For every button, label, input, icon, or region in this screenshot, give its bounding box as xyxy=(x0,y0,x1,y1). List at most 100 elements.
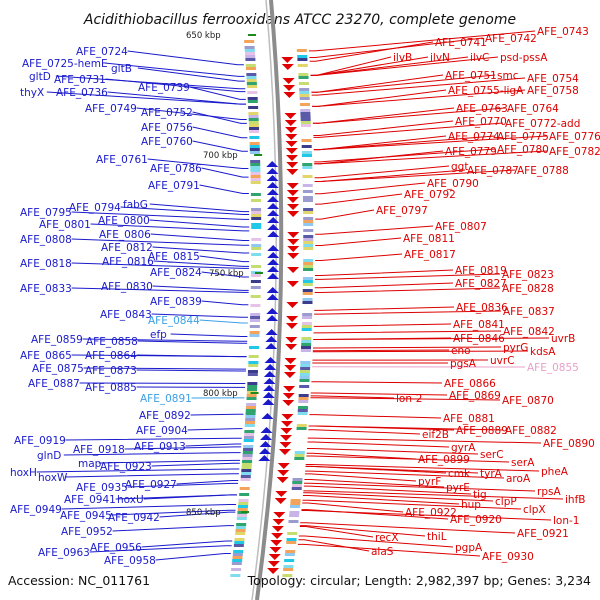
left-feature-block xyxy=(245,415,256,418)
left-feature-block xyxy=(245,67,256,70)
left-feature-block xyxy=(250,199,261,202)
left-gene-label: AFE_0833 xyxy=(20,283,72,295)
forward-gene-arrow xyxy=(263,378,276,384)
left-leader-line xyxy=(137,340,248,344)
left-feature-block xyxy=(242,457,253,460)
left-feature-block xyxy=(249,127,260,130)
right-gene-label: psd-pssA xyxy=(500,52,548,64)
right-gene-label: serC xyxy=(480,449,504,461)
forward-gene-arrow xyxy=(267,245,280,251)
left-feature-block xyxy=(250,172,261,175)
right-leader-line xyxy=(309,41,434,62)
forward-gene-arrow xyxy=(263,385,276,391)
right-gene-label: AFE_0855 xyxy=(527,362,579,374)
left-feature-block xyxy=(250,193,261,196)
forward-gene-arrow xyxy=(266,182,279,188)
right-leader-line xyxy=(312,89,526,107)
left-feature-block xyxy=(248,355,259,358)
left-leader-line xyxy=(36,468,240,473)
left-feature-block xyxy=(248,106,259,109)
left-feature-block xyxy=(251,253,262,256)
left-leader-line xyxy=(201,167,249,178)
right-leader-line xyxy=(310,395,395,399)
right-feature-block xyxy=(297,64,308,67)
right-gene-label: AFE_0774 xyxy=(448,131,500,143)
right-gene-label: uvrC xyxy=(490,355,515,367)
forward-gene-arrow xyxy=(267,259,280,265)
reverse-gene-arrow xyxy=(283,372,296,378)
map-title: Acidithiobacillus ferrooxidans ATCC 2327… xyxy=(83,12,516,28)
right-leader-line xyxy=(302,502,404,513)
left-feature-block xyxy=(249,325,260,328)
left-feature-block xyxy=(246,79,257,82)
left-feature-block xyxy=(240,478,251,481)
right-feature-block xyxy=(298,82,309,85)
forward-gene-arrow xyxy=(262,392,275,398)
left-feature-block xyxy=(234,538,245,541)
left-gene-label: AFE_0724 xyxy=(76,46,128,58)
right-feature-block xyxy=(303,211,314,214)
left-feature-block xyxy=(246,82,257,85)
right-feature-block xyxy=(301,328,312,331)
reverse-gene-arrow xyxy=(271,533,284,539)
left-leader-line xyxy=(136,107,247,121)
left-feature-block xyxy=(250,169,261,172)
right-feature-block xyxy=(299,97,310,100)
kbp-label: 800 kbp xyxy=(203,389,238,399)
forward-gene-arrow xyxy=(258,455,271,461)
left-feature-block xyxy=(244,421,255,424)
left-feature-block xyxy=(242,454,253,457)
left-leader-line xyxy=(124,446,242,450)
left-leader-line xyxy=(89,545,232,553)
left-leader-line xyxy=(112,525,234,532)
right-gene-label: serA xyxy=(511,457,535,469)
left-feature-block xyxy=(244,430,255,433)
right-feature-block xyxy=(302,289,313,292)
right-gene-label: AFE_0819 xyxy=(455,265,507,277)
left-gene-label: AFE_0859 xyxy=(31,334,83,346)
right-leader-line xyxy=(302,495,460,505)
left-feature-block xyxy=(248,118,259,121)
left-feature-block xyxy=(233,544,244,547)
right-gene-label: AFE_0921 xyxy=(517,528,569,540)
reverse-gene-arrow xyxy=(286,190,299,196)
right-gene-label: pgsA xyxy=(450,358,477,370)
left-gene-label: AFE_0891 xyxy=(140,393,192,405)
forward-gene-arrow xyxy=(266,168,279,174)
right-feature-block xyxy=(288,520,299,523)
right-feature-block xyxy=(298,400,309,403)
right-leader-line xyxy=(312,107,455,124)
left-feature-block xyxy=(251,211,262,214)
right-gene-label: AFE_0922 xyxy=(405,507,457,519)
left-feature-block xyxy=(247,85,258,88)
left-gene-label: AFE_0830 xyxy=(101,281,153,293)
reverse-gene-arrow xyxy=(284,365,297,371)
left-leader-line xyxy=(192,126,248,139)
reverse-gene-arrow xyxy=(285,141,298,147)
left-leader-line xyxy=(199,184,249,194)
right-gene-label: tyrA xyxy=(480,468,503,480)
left-feature-block xyxy=(241,469,252,472)
right-gene-label: pyrE xyxy=(446,482,470,494)
left-feature-block xyxy=(235,532,246,535)
reverse-gene-arrow xyxy=(282,78,295,84)
right-feature-block xyxy=(297,409,308,412)
right-leader-line xyxy=(313,122,504,138)
left-feature-block xyxy=(250,280,261,283)
right-leader-line xyxy=(314,165,450,179)
right-feature-block xyxy=(289,511,300,514)
right-leader-line xyxy=(311,381,443,384)
reverse-gene-arrow xyxy=(280,421,293,427)
left-leader-line xyxy=(149,203,250,213)
forward-gene-arrow xyxy=(266,315,279,321)
left-gene-label: AFE_0935 xyxy=(76,482,128,494)
right-leader-line xyxy=(310,56,499,76)
reverse-gene-arrow xyxy=(286,316,299,322)
right-gene-label: rpsA xyxy=(537,486,561,498)
reverse-gene-arrow xyxy=(284,113,297,119)
forward-gene-arrow xyxy=(267,252,280,258)
forward-gene-arrow xyxy=(266,196,279,202)
right-leader-line xyxy=(314,169,516,183)
right-gene-label: AFE_0869 xyxy=(449,390,501,402)
reverse-gene-arrow xyxy=(273,512,286,518)
